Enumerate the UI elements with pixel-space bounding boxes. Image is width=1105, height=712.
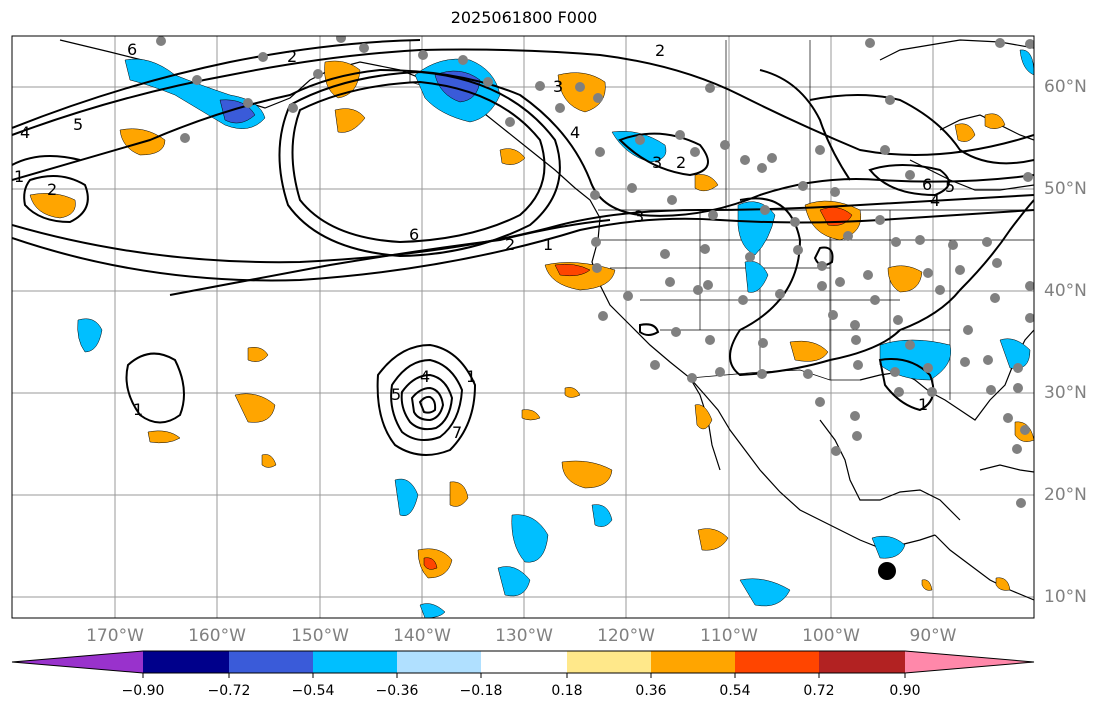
colorbar-cell — [819, 651, 905, 673]
contour-label: 2 — [676, 153, 686, 172]
contour-label: 6 — [922, 175, 932, 194]
contour-label: 4 — [420, 367, 430, 386]
colorbar-tick-label: −0.36 — [375, 683, 419, 699]
colorbar-cell — [905, 651, 1034, 673]
colorbar-cell — [313, 651, 397, 673]
contour-label: 6 — [409, 225, 419, 244]
contour-label: 1 — [133, 400, 143, 419]
lon-label: 140°W — [393, 626, 451, 646]
contour-label: 1 — [14, 167, 24, 186]
tropical-cyclone-marker — [878, 562, 896, 580]
lat-label: 50°N — [1044, 179, 1087, 199]
lat-label: 60°N — [1044, 77, 1087, 97]
colorbar-cell — [567, 651, 651, 673]
lon-label: 110°W — [700, 626, 758, 646]
contour-label: 4 — [570, 123, 580, 142]
lat-label: 10°N — [1044, 587, 1087, 607]
contour-label: 4 — [20, 123, 30, 142]
contour-label: 4 — [930, 191, 940, 210]
lon-label: 150°W — [291, 626, 349, 646]
colorbar-cell — [651, 651, 735, 673]
colorbar-cell — [229, 651, 313, 673]
map-title: 2025061800 F000 — [450, 8, 598, 27]
contour-label: 2 — [505, 235, 515, 254]
coastlines — [59, 39, 1034, 601]
contour-label: 2 — [287, 47, 297, 66]
colorbar-tick-label: −0.18 — [459, 683, 503, 699]
colorbar-tick-label: 0.54 — [719, 683, 751, 699]
colorbar-tick-label: −0.72 — [207, 683, 251, 699]
colorbar-tick-label: 0.18 — [551, 683, 583, 699]
contour-label: 1 — [543, 235, 553, 254]
lat-label: 30°N — [1044, 383, 1087, 403]
lon-label: 100°W — [802, 626, 860, 646]
contour-label: 7 — [452, 423, 462, 442]
station-markers — [156, 36, 1034, 508]
lat-label: 40°N — [1044, 281, 1087, 301]
contour-label: 5 — [945, 177, 955, 196]
contour-label: 2 — [655, 41, 665, 60]
lat-label: 20°N — [1044, 485, 1087, 505]
colorbar-tick-label: 0.72 — [803, 683, 835, 699]
map-frame — [11, 35, 1035, 619]
contour-label: 6 — [127, 40, 137, 59]
negative-anomaly-areas — [77, 49, 1034, 618]
contour-label: 1 — [918, 395, 928, 414]
colorbar-cell — [143, 651, 229, 673]
contour-label: 3 — [634, 207, 644, 226]
contour-label: 5 — [391, 385, 401, 404]
contour-label: 3 — [553, 77, 563, 96]
colorbar-cell — [481, 651, 567, 673]
colorbar — [11, 650, 1035, 678]
lon-label: 90°W — [909, 626, 957, 646]
colorbar-tick-label: −0.54 — [291, 683, 335, 699]
lon-label: 120°W — [597, 626, 655, 646]
positive-anomaly-areas — [29, 60, 1034, 591]
lon-label: 130°W — [495, 626, 553, 646]
colorbar-tick-label: 0.36 — [635, 683, 667, 699]
colorbar-cell — [397, 651, 481, 673]
colorbar-cell — [12, 651, 143, 673]
colorbar-tick-label: 0.90 — [889, 683, 921, 699]
colorbar-cell — [735, 651, 819, 673]
graticule — [12, 36, 1034, 618]
lon-label: 160°W — [188, 626, 246, 646]
contour-label: 3 — [652, 153, 662, 172]
contour-label: 1 — [466, 367, 476, 386]
colorbar-tick-label: −0.90 — [121, 683, 165, 699]
contour-label: 5 — [73, 115, 83, 134]
lon-label: 170°W — [86, 626, 144, 646]
contour-label: 2 — [47, 180, 57, 199]
contour-labels: 6 2 5 4 1 2 3 3 2 4 6 2 1 3 4 5 6 2 5 4 … — [14, 40, 955, 442]
